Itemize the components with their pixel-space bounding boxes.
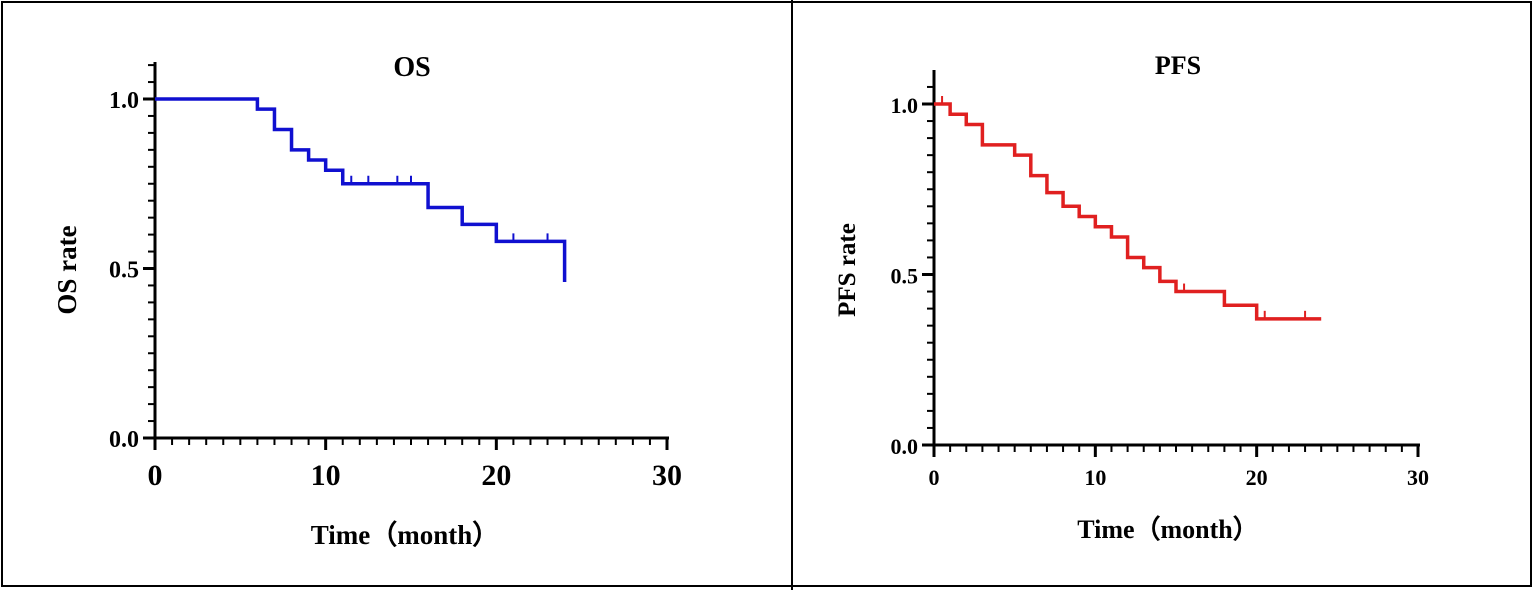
x-tick-label: 0 [929,465,940,490]
y-tick-label: 0.5 [891,264,919,289]
axes: 0.0 0.5 1.0 0 10 20 30 [109,62,682,492]
survival-curve [155,97,567,283]
y-axis-label: OS rate [52,225,82,314]
x-tick-label: 30 [652,459,682,492]
survival-curve [934,96,1322,321]
x-axis-label: Time（month） [1077,515,1259,544]
pfs-chart: PFS PFS rate Time（month） 0.0 0.5 1.0 0 10 20 3… [834,51,1429,544]
y-tick-label: 1.0 [891,93,919,118]
x-tick-label: 20 [1246,465,1268,490]
axes: 0.0 0.5 1.0 0 10 20 30 [891,70,1429,490]
panel-divider [791,0,793,590]
x-tick-label: 30 [1407,465,1429,490]
chart-title: OS [393,52,430,83]
y-tick-label: 0.0 [891,434,919,459]
x-tick-label: 20 [481,459,511,492]
x-tick-label: 10 [311,459,341,492]
y-tick-label: 1.0 [109,88,139,114]
x-tick-label: 10 [1084,465,1106,490]
survival-step-line [934,102,1322,321]
survival-step-line [155,97,567,283]
y-axis-label: PFS rate [834,223,861,317]
os-chart: OS OS rate Time（month） 0.0 0.5 1.0 0 10 20 30 [52,52,682,550]
y-tick-label: 0.5 [109,258,139,284]
y-tick-label: 0.0 [109,427,139,453]
x-tick-label: 0 [148,459,163,492]
x-axis-label: Time（month） [311,520,500,550]
chart-title: PFS [1155,51,1201,80]
